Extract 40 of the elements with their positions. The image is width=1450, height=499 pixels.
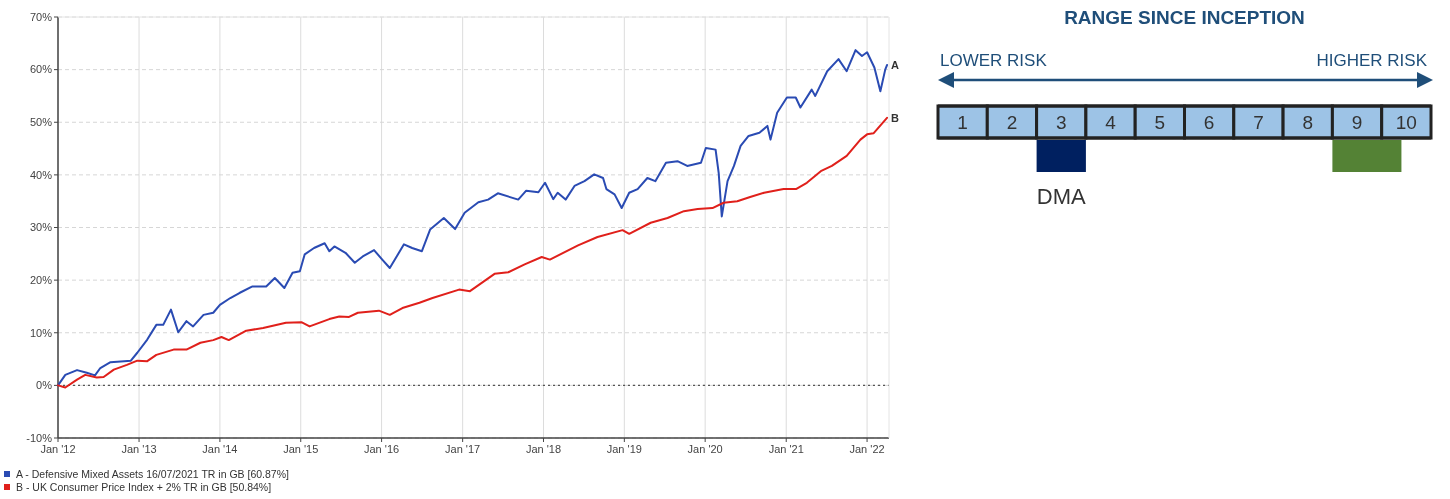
x-tick-label: Jan '16	[364, 443, 400, 455]
x-tick-label: Jan '15	[283, 443, 319, 455]
y-tick-label: 20%	[29, 273, 53, 286]
x-tick-label: 1	[957, 111, 968, 133]
x-tick-label: Jan '19	[606, 443, 642, 455]
legend-label: A - Defensive Mixed Assets 16/07/2021 TR in GB [60.87%]	[16, 468, 290, 480]
legend-label: B - UK Consumer Price Index + 2% TR in GB [50.84%]	[16, 481, 272, 493]
y-tick-label: 40%	[29, 168, 53, 181]
y-tick-label: 30%	[29, 221, 53, 234]
x-tick-label: Jan '14	[202, 443, 238, 455]
y-tick-label: 70%	[29, 10, 53, 23]
line-series	[57, 116, 889, 389]
x-tick-label: Jan '21	[768, 443, 804, 455]
line-series	[57, 49, 889, 387]
y-tick-label: -10%	[26, 431, 53, 444]
text: LOWER RISK	[940, 51, 1048, 70]
x-tick-label: Jan '18	[525, 443, 562, 455]
annotation: A	[891, 58, 900, 71]
x-tick-label: Jan '17	[445, 443, 481, 455]
y-tick-label: 60%	[29, 63, 53, 76]
x-tick-label: Jan '12	[40, 443, 76, 455]
x-tick-label: 7	[1253, 111, 1264, 133]
series-label: DMA	[1036, 184, 1087, 209]
x-tick-label: Jan '22	[849, 443, 885, 455]
y-tick-label: 0%	[36, 379, 53, 392]
x-tick-label: 3	[1055, 111, 1067, 133]
x-tick-label: 10	[1395, 111, 1417, 133]
x-tick-label: 8	[1302, 111, 1314, 133]
y-tick-label: 10%	[29, 326, 53, 339]
x-tick-label: 4	[1105, 111, 1117, 133]
x-tick-label: Jan '20	[687, 443, 723, 455]
x-tick-label: 2	[1006, 111, 1018, 133]
y-tick-label: 50%	[29, 116, 53, 129]
chart-title: RANGE SINCE INCEPTION	[1064, 7, 1305, 28]
x-tick-label: Jan '13	[121, 443, 157, 455]
x-tick-label: 9	[1351, 111, 1363, 133]
annotation: B	[891, 111, 900, 124]
x-tick-label: 5	[1154, 111, 1166, 133]
x-tick-label: 6	[1203, 111, 1215, 133]
text: HIGHER RISK	[1316, 51, 1428, 70]
